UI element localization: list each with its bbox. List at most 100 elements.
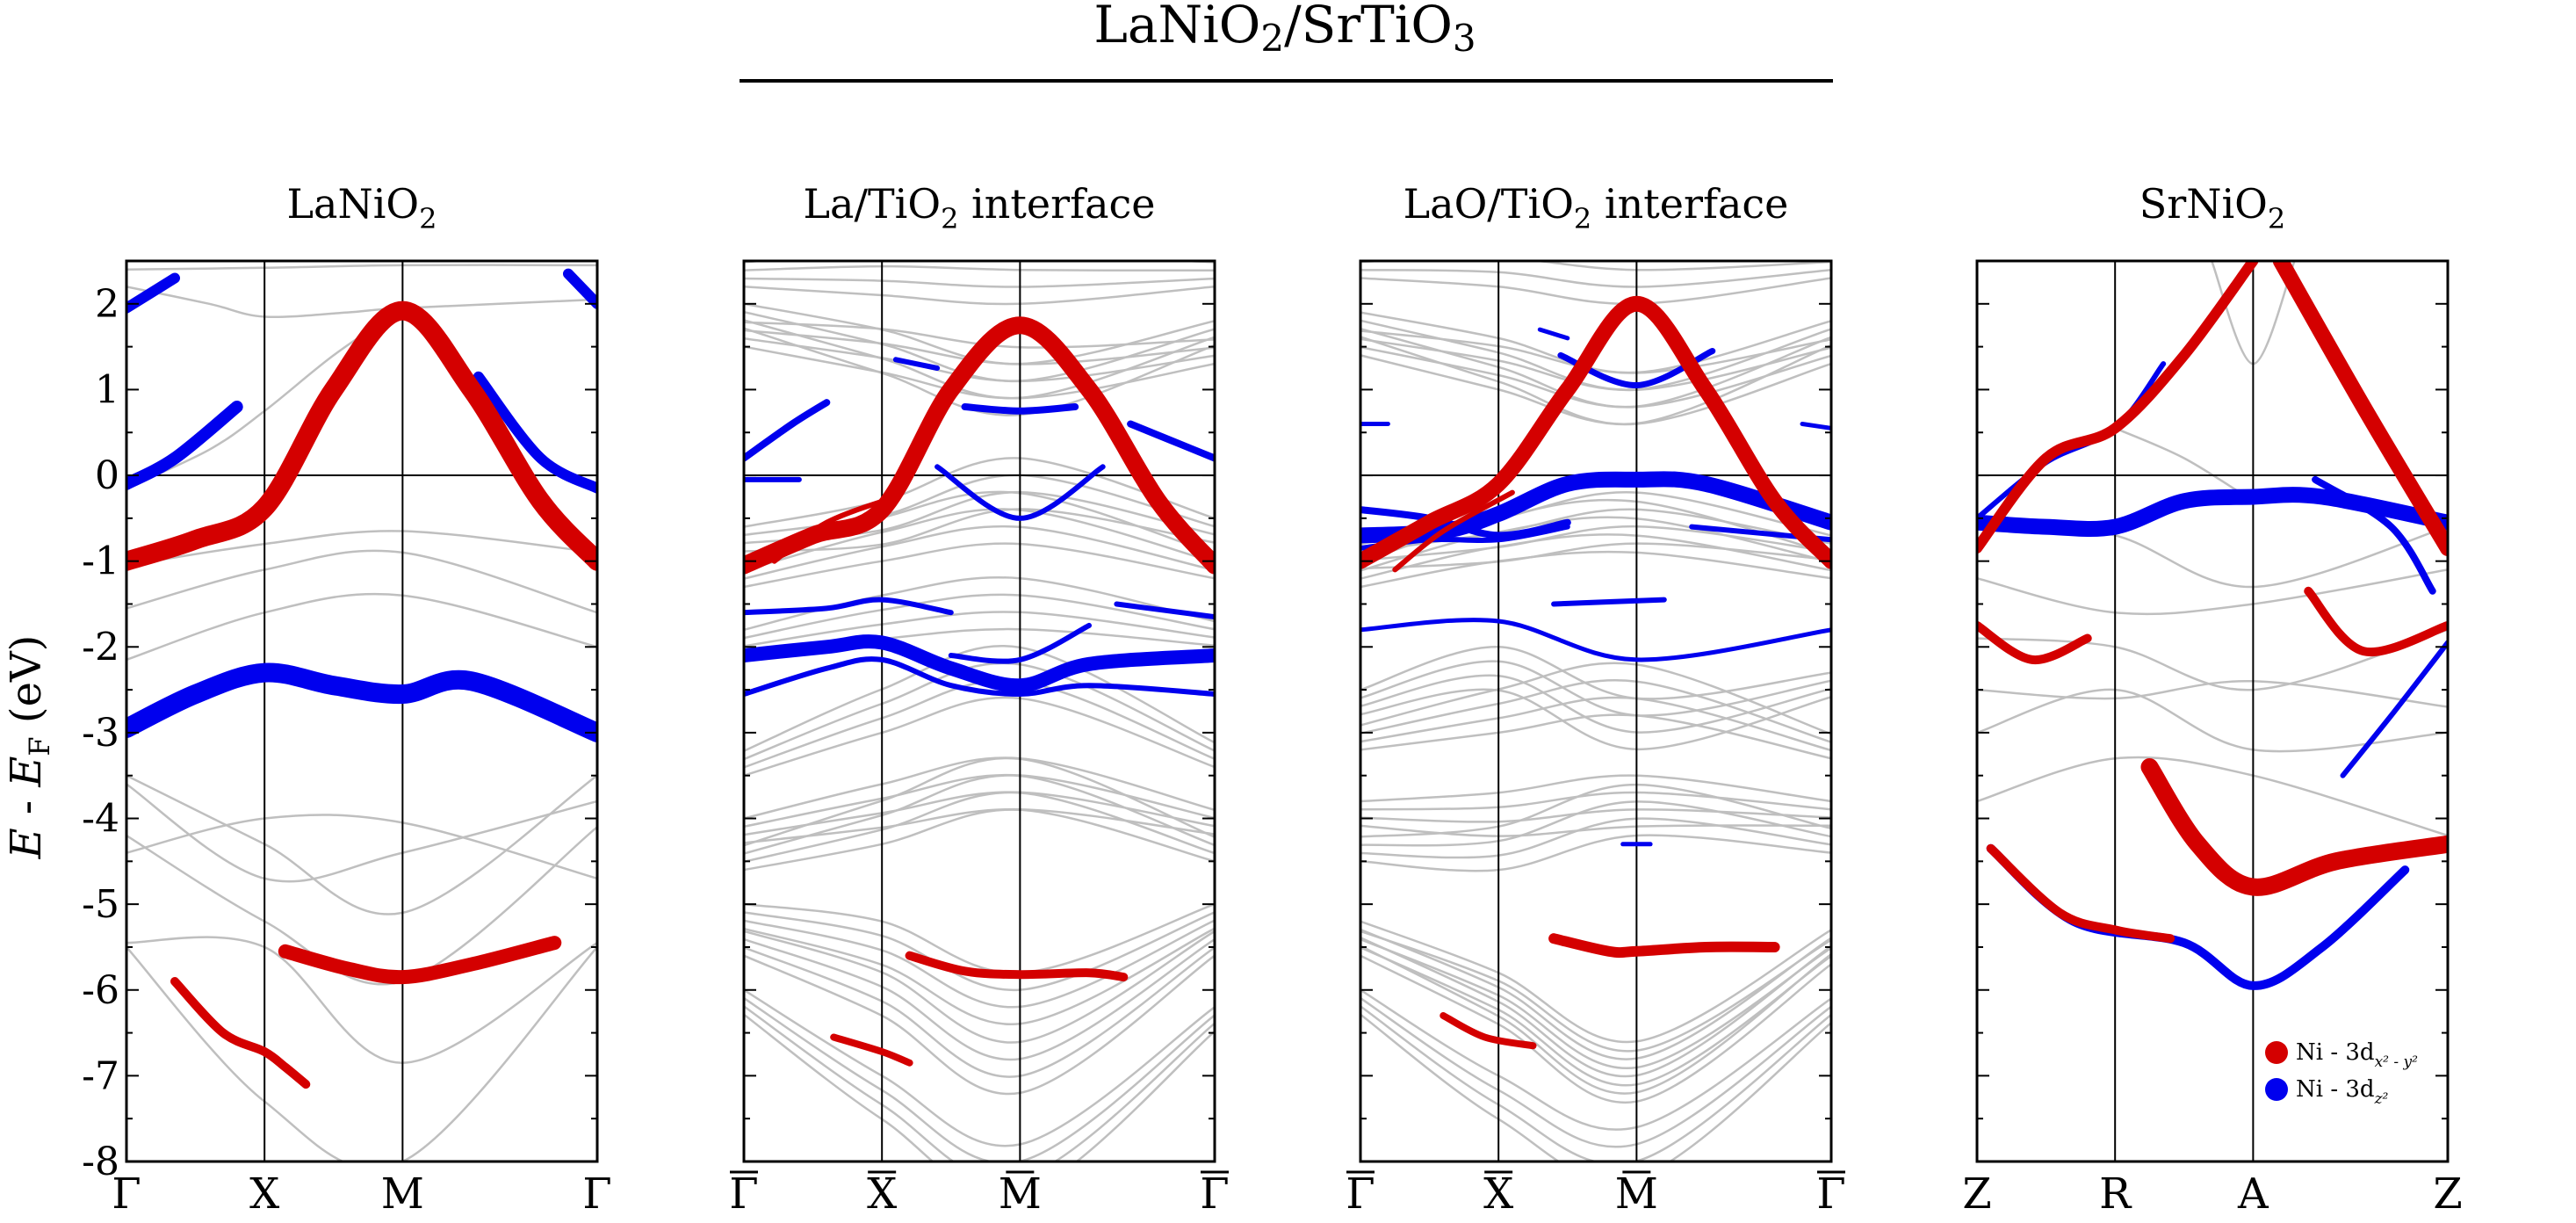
y-tick-label: -4 xyxy=(82,797,119,842)
panel-3-plot-area xyxy=(1360,243,1831,1161)
gray-band xyxy=(1360,713,1831,760)
gray-band xyxy=(1360,783,1831,838)
gray-band xyxy=(744,277,1215,288)
figure-title-sub1: 2 xyxy=(1260,17,1284,60)
gray-band xyxy=(1360,946,1831,1087)
gray-band xyxy=(1977,688,2448,753)
panel-title: La/TiO2 interface xyxy=(803,180,1155,235)
legend-label-dz2: Ni - 3dz² xyxy=(2296,1076,2389,1108)
gray-band xyxy=(1360,954,1831,1104)
y-axis-label: E - EF (eV) xyxy=(2,635,56,860)
gray-band xyxy=(1360,817,1831,859)
fat-band-dx2y2 xyxy=(744,316,1215,575)
gray-band xyxy=(744,919,1215,1009)
figure-title-sub2: 3 xyxy=(1453,17,1476,60)
panel-4: Z R A Z SrNiO2 xyxy=(1962,180,2462,1219)
y-label-E: E xyxy=(2,828,51,859)
legend-marker-dz2 xyxy=(2265,1078,2288,1101)
fat-band-dz2 xyxy=(126,401,243,490)
gray-band xyxy=(126,286,597,319)
gray-band xyxy=(1360,679,1831,743)
gray-band xyxy=(1360,997,1831,1148)
gray-band xyxy=(1360,542,1831,570)
fat-band-dx2y2 xyxy=(126,300,597,571)
gray-band xyxy=(1360,1005,1831,1161)
gray-band xyxy=(1360,243,1831,254)
fat-band-dz2 xyxy=(126,272,180,314)
gray-band xyxy=(1360,525,1831,562)
gray-band xyxy=(126,946,597,1161)
panel-title: LaNiO2 xyxy=(286,180,437,235)
legend: Ni - 3dx² - y² Ni - 3dz² xyxy=(2265,1039,2418,1108)
y-label-dash: - xyxy=(2,787,51,829)
gray-band xyxy=(126,592,597,662)
fat-band-dz2 xyxy=(744,399,831,462)
gray-band xyxy=(1360,696,1831,752)
fat-band-dz2 xyxy=(744,597,954,616)
gray-band xyxy=(1360,674,1831,734)
gray-band xyxy=(1360,688,1831,751)
gray-band xyxy=(744,756,1215,847)
y-tick-label: -3 xyxy=(82,711,119,756)
panel-title-after: interface xyxy=(958,180,1155,228)
fat-band-dz2 xyxy=(961,403,1079,415)
panel-title-main: LaNiO xyxy=(286,180,419,228)
y-tick-label: -8 xyxy=(82,1140,119,1184)
gray-band xyxy=(1977,628,2448,691)
gray-band xyxy=(1360,1013,1831,1161)
gray-band xyxy=(126,774,597,915)
fat-band-dz2 xyxy=(1127,420,1215,462)
fat-band-dx2y2 xyxy=(830,1033,913,1067)
gray-band xyxy=(1977,756,2448,837)
panel-title-main: La/TiO xyxy=(803,180,941,228)
gray-band xyxy=(744,937,1215,1061)
k-point-label: Γ xyxy=(112,1169,141,1219)
y-tick-label: 1 xyxy=(95,367,119,412)
gray-band xyxy=(744,611,1215,648)
gray-band xyxy=(744,457,1215,528)
y-tick-label: 2 xyxy=(95,282,119,327)
fat-band-dx2y2 xyxy=(2304,586,2448,657)
fat-band-dz2 xyxy=(1551,597,1667,607)
fat-band-dz2 xyxy=(1537,327,1570,341)
fat-band-dx2y2 xyxy=(1986,843,2176,944)
panel-frame xyxy=(1975,259,2450,1163)
gray-band xyxy=(126,264,597,271)
panel-3: Γ X M Γ LaO/TiO2 interface xyxy=(1346,180,1845,1219)
gray-band xyxy=(1360,937,1831,1078)
fat-band-dz2 xyxy=(2312,475,2436,595)
panel-1-plot-area xyxy=(126,261,597,1161)
legend-label-dx2y2-sub: x² - y² xyxy=(2375,1053,2419,1071)
gray-band xyxy=(744,345,1215,400)
panel-title-after: interface xyxy=(1591,180,1788,228)
legend-marker-dx2y2 xyxy=(2265,1041,2288,1064)
fat-band-dz2 xyxy=(1986,843,2410,990)
gray-band xyxy=(1360,550,1831,589)
gray-band xyxy=(126,936,597,1064)
y-label-EF: E xyxy=(2,756,51,788)
gray-band xyxy=(1360,533,1831,580)
gray-band xyxy=(744,902,1215,974)
k-point-label: R xyxy=(2099,1169,2132,1219)
gray-band xyxy=(744,321,1215,349)
gray-band xyxy=(1360,327,1831,409)
panel-title-sub: 2 xyxy=(2268,202,2285,235)
k-point-label: A xyxy=(2237,1169,2269,1219)
panel-title-sub: 2 xyxy=(941,202,958,235)
gray-band xyxy=(744,264,1215,272)
fat-band-dz2 xyxy=(126,662,597,742)
gray-band xyxy=(744,508,1215,572)
fat-band-dz2 xyxy=(473,371,597,494)
gray-band xyxy=(126,549,597,614)
gray-band xyxy=(126,814,597,880)
gray-band xyxy=(1977,568,2448,616)
fat-band-dx2y2 xyxy=(1360,295,1831,569)
fat-band-dz2 xyxy=(744,634,1215,693)
panel-title-sub: 2 xyxy=(419,202,437,235)
gray-band xyxy=(1360,516,1831,572)
gray-band xyxy=(744,302,1215,365)
k-point-label: M xyxy=(999,1169,1042,1219)
figure-title-part2: /SrTiO xyxy=(1284,0,1453,54)
legend-label-dx2y2: Ni - 3dx² - y² xyxy=(2296,1039,2418,1071)
